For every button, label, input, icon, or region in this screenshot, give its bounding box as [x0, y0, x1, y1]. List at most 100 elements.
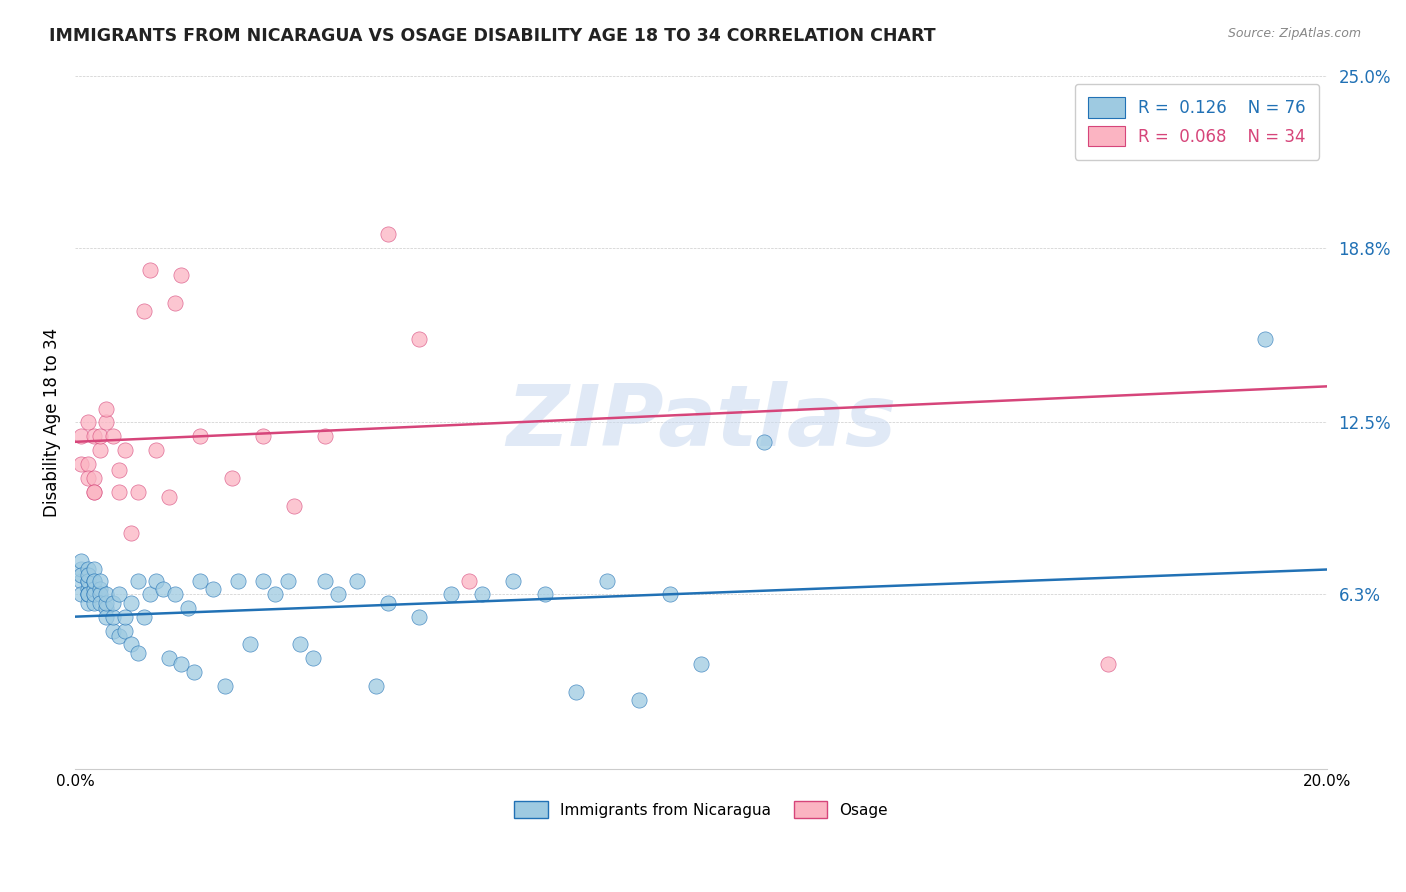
Point	[214, 679, 236, 693]
Point	[302, 651, 325, 665]
Point	[108, 587, 131, 601]
Point	[83, 484, 105, 499]
Point	[70, 574, 93, 588]
Point	[440, 587, 463, 601]
Point	[326, 587, 349, 601]
Point	[1097, 657, 1119, 671]
Point	[96, 416, 118, 430]
Point	[96, 401, 118, 416]
Point	[139, 587, 162, 601]
Point	[101, 596, 124, 610]
Point	[70, 429, 93, 443]
Point	[127, 574, 149, 588]
Point	[76, 416, 98, 430]
Point	[120, 596, 142, 610]
Point	[314, 429, 336, 443]
Point	[408, 609, 430, 624]
Point	[183, 665, 205, 680]
Point	[471, 587, 494, 601]
Point	[127, 484, 149, 499]
Point	[145, 443, 167, 458]
Point	[70, 568, 93, 582]
Point	[96, 609, 118, 624]
Point	[83, 582, 105, 596]
Point	[132, 609, 155, 624]
Point	[89, 587, 111, 601]
Point	[132, 304, 155, 318]
Point	[752, 434, 775, 449]
Point	[658, 587, 681, 601]
Point	[221, 471, 243, 485]
Point	[114, 443, 136, 458]
Point	[314, 574, 336, 588]
Point	[239, 637, 262, 651]
Point	[83, 596, 105, 610]
Point	[377, 227, 399, 241]
Point	[108, 462, 131, 476]
Point	[170, 657, 193, 671]
Point	[76, 587, 98, 601]
Point	[157, 491, 180, 505]
Point	[76, 596, 98, 610]
Point	[252, 429, 274, 443]
Point	[188, 574, 211, 588]
Point	[114, 624, 136, 638]
Point	[408, 332, 430, 346]
Point	[533, 587, 555, 601]
Point	[76, 562, 98, 576]
Legend: Immigrants from Nicaragua, Osage: Immigrants from Nicaragua, Osage	[508, 796, 894, 824]
Text: Source: ZipAtlas.com: Source: ZipAtlas.com	[1227, 27, 1361, 40]
Point	[76, 587, 98, 601]
Point	[565, 684, 588, 698]
Point	[177, 601, 200, 615]
Point	[346, 574, 368, 588]
Point	[170, 268, 193, 283]
Point	[277, 574, 299, 588]
Point	[83, 587, 105, 601]
Point	[83, 587, 105, 601]
Point	[157, 651, 180, 665]
Point	[165, 296, 187, 310]
Point	[188, 429, 211, 443]
Point	[152, 582, 174, 596]
Point	[83, 574, 105, 588]
Point	[70, 554, 93, 568]
Point	[89, 429, 111, 443]
Text: IMMIGRANTS FROM NICARAGUA VS OSAGE DISABILITY AGE 18 TO 34 CORRELATION CHART: IMMIGRANTS FROM NICARAGUA VS OSAGE DISAB…	[49, 27, 936, 45]
Point	[377, 596, 399, 610]
Point	[114, 609, 136, 624]
Point	[96, 596, 118, 610]
Point	[145, 574, 167, 588]
Point	[83, 574, 105, 588]
Point	[627, 693, 650, 707]
Point	[76, 471, 98, 485]
Point	[108, 484, 131, 499]
Point	[201, 582, 224, 596]
Point	[89, 574, 111, 588]
Point	[83, 471, 105, 485]
Point	[70, 562, 93, 576]
Point	[83, 484, 105, 499]
Point	[596, 574, 619, 588]
Point	[76, 457, 98, 471]
Point	[690, 657, 713, 671]
Point	[252, 574, 274, 588]
Point	[458, 574, 481, 588]
Point	[70, 457, 93, 471]
Point	[101, 429, 124, 443]
Point	[120, 637, 142, 651]
Point	[1253, 332, 1275, 346]
Point	[76, 568, 98, 582]
Point	[283, 499, 305, 513]
Point	[502, 574, 524, 588]
Point	[89, 596, 111, 610]
Y-axis label: Disability Age 18 to 34: Disability Age 18 to 34	[44, 328, 60, 517]
Point	[89, 443, 111, 458]
Point	[70, 587, 93, 601]
Point	[364, 679, 387, 693]
Point	[76, 574, 98, 588]
Point	[76, 587, 98, 601]
Point	[101, 609, 124, 624]
Point	[290, 637, 312, 651]
Point	[83, 562, 105, 576]
